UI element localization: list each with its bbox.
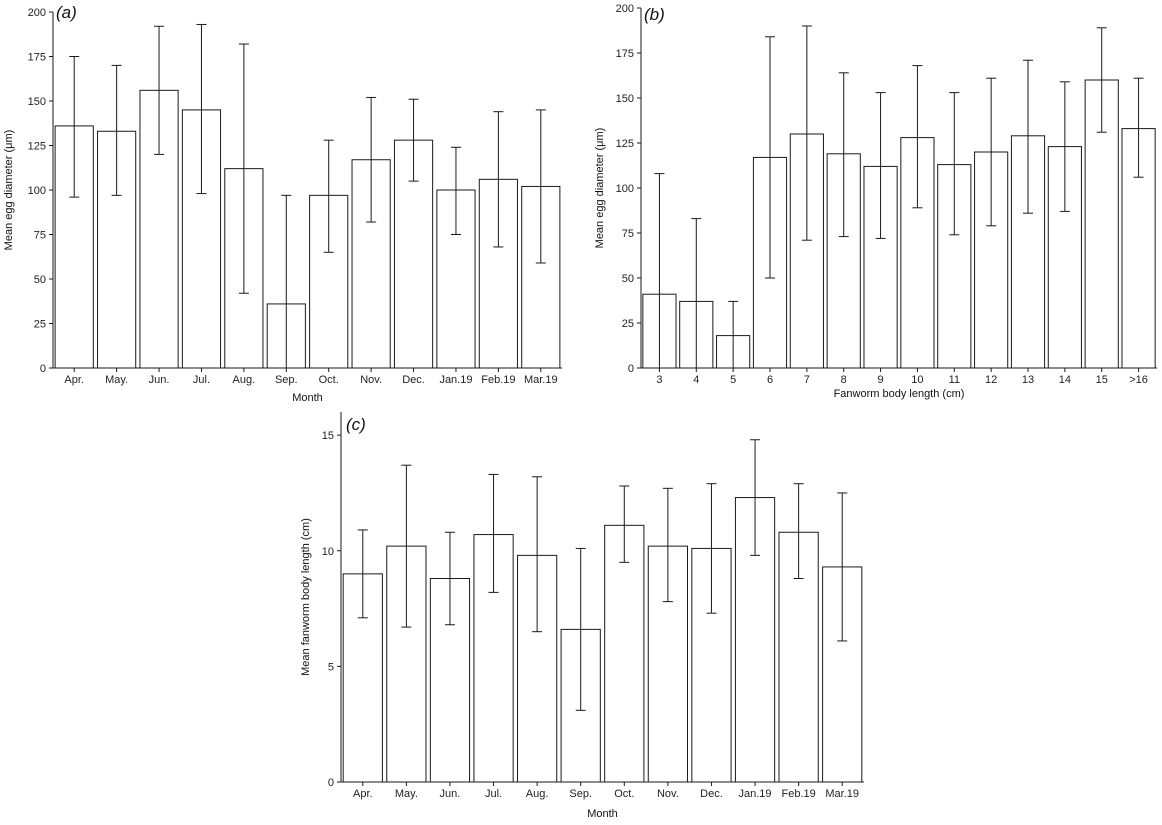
bar-Oct. — [604, 524, 645, 783]
x-tick-label: Mar.19 — [825, 788, 859, 800]
x-tick-label: Jul. — [485, 788, 502, 800]
x-tick-label: 11 — [949, 374, 960, 386]
x-tick-label: Oct. — [319, 374, 339, 386]
x-tick-label: 15 — [1096, 374, 1108, 386]
y-tick-label: 15 — [322, 430, 334, 442]
x-tick-label: Nov. — [360, 374, 382, 386]
x-tick-label: Jan.19 — [439, 374, 472, 386]
x-tick-label: Dec. — [402, 374, 425, 386]
x-tick-label: Jan.19 — [739, 788, 772, 800]
y-tick-label: 25 — [34, 319, 46, 331]
panel-label: (a) — [56, 3, 77, 22]
x-tick-label: Aug. — [526, 788, 549, 800]
x-axis-title: Month — [292, 392, 323, 404]
y-tick-label: 75 — [622, 228, 634, 240]
y-tick-label: 0 — [40, 363, 46, 375]
x-tick-label: Mar.19 — [524, 374, 558, 386]
x-tick-label: Sep. — [275, 374, 298, 386]
chart-panel-a: Apr. May. Jun. Jul. Aug. Sep. Oct. Nov. Dec. Jan.… — [3, 3, 562, 404]
y-tick-label: 125 — [28, 141, 46, 153]
x-tick-label: >16 — [1129, 374, 1148, 386]
x-tick-label: 10 — [911, 374, 923, 386]
x-tick-label: Apr. — [64, 374, 84, 386]
x-tick-label: 5 — [730, 374, 736, 386]
panel-label: (c) — [346, 415, 366, 434]
y-tick-label: 200 — [28, 7, 46, 19]
x-tick-label: Feb.19 — [782, 788, 816, 800]
x-tick-label: 7 — [804, 374, 810, 386]
x-tick-label: May. — [395, 788, 418, 800]
y-tick-label: 125 — [616, 138, 634, 150]
x-tick-label: Sep. — [569, 788, 592, 800]
y-tick-label: 200 — [616, 3, 634, 15]
chart-panel-c: Apr. May. Jun. Jul. Aug. Sep. Oct. Nov. Dec. Jan.… — [300, 412, 864, 820]
x-tick-label: May. — [105, 374, 128, 386]
y-axis-title: Mean fanworm body length (cm) — [300, 518, 312, 676]
x-tick-label: Jul. — [193, 374, 210, 386]
y-tick-label: 50 — [34, 274, 46, 286]
x-tick-label: Nov. — [657, 788, 679, 800]
y-tick-label: 75 — [34, 230, 46, 242]
y-tick-label: 150 — [28, 96, 46, 108]
x-tick-label: Feb.19 — [481, 374, 515, 386]
y-tick-label: 175 — [616, 48, 634, 60]
y-tick-label: 25 — [622, 318, 634, 330]
y-axis-title: Mean egg diameter (μm) — [3, 130, 15, 251]
panel-label: (b) — [644, 5, 665, 24]
y-tick-label: 100 — [616, 183, 634, 195]
x-tick-label: 9 — [878, 374, 884, 386]
x-tick-label: 8 — [841, 374, 847, 386]
x-tick-label: 13 — [1022, 374, 1034, 386]
y-axis-title: Mean egg diameter (μm) — [594, 128, 606, 249]
x-axis-title: Month — [587, 808, 618, 820]
x-tick-label: Dec. — [700, 788, 723, 800]
x-tick-label: 14 — [1059, 374, 1071, 386]
y-tick-label: 0 — [628, 363, 634, 375]
y-tick-label: 0 — [328, 777, 334, 789]
x-tick-label: 12 — [985, 374, 997, 386]
x-tick-label: 4 — [693, 374, 699, 386]
y-tick-label: 5 — [328, 661, 334, 673]
x-axis-title: Fanworm body length (cm) — [834, 388, 965, 400]
x-tick-label: Oct. — [614, 788, 634, 800]
y-tick-label: 100 — [28, 185, 46, 197]
x-tick-label: Apr. — [353, 788, 373, 800]
y-tick-label: 10 — [322, 546, 334, 558]
y-tick-label: 150 — [616, 93, 634, 105]
x-tick-label: 6 — [767, 374, 773, 386]
y-tick-label: 50 — [622, 273, 634, 285]
x-tick-label: 3 — [656, 374, 662, 386]
x-tick-label: Jun. — [440, 788, 461, 800]
x-tick-label: Aug. — [233, 374, 256, 386]
x-tick-label: Jun. — [149, 374, 170, 386]
chart-panel-b: 3 4 5 6 7 8 9 10 11 12 13 14 15 >16 0 25 50 75 100 125 150 17… — [594, 3, 1157, 400]
y-tick-label: 175 — [28, 52, 46, 64]
